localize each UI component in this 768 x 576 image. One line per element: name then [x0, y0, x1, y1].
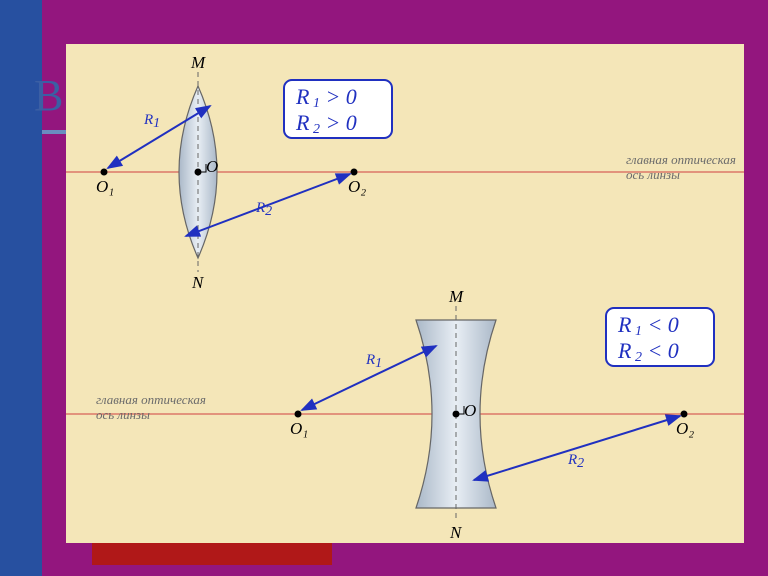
point-O1-top: [101, 169, 108, 176]
label-R1-bot: R1: [365, 352, 382, 371]
label-O-top: O: [206, 157, 218, 176]
label-O2-top: O₂: [348, 177, 366, 196]
label-R1-top: R1: [143, 112, 160, 131]
axis-label-top-2: ось линзы: [626, 167, 680, 182]
slide-title: В: [34, 70, 63, 121]
formula-bot-line2: R 2 < 0: [617, 338, 679, 365]
formula-top-line2: R 2 > 0: [295, 110, 357, 137]
formula-bot-line1: R 1 < 0: [617, 312, 679, 339]
label-M-bot: M: [448, 287, 464, 306]
label-N-bot: N: [449, 523, 463, 542]
point-O2-top: [351, 169, 358, 176]
axis-label-bot-2: ось линзы: [96, 407, 150, 422]
point-O-top: [195, 169, 202, 176]
label-O1-bot: O₁: [290, 419, 308, 438]
label-M-top: M: [190, 53, 206, 72]
axis-label-bot-1: главная оптическая: [96, 392, 206, 407]
slide: В главная оптическая о: [0, 0, 768, 576]
label-R2-top: R2: [255, 200, 272, 219]
label-O-bot: O: [464, 401, 476, 420]
label-R2-bot: R2: [567, 452, 584, 471]
label-N-top: N: [191, 273, 205, 292]
formula-top-line1: R 1 > 0: [295, 84, 357, 111]
axis-label-top-1: главная оптическая: [626, 152, 736, 167]
label-O1-top: O₁: [96, 177, 114, 196]
point-O1-bot: [295, 411, 302, 418]
label-O2-bot: O₂: [676, 419, 694, 438]
optics-svg: главная оптическая ось линзы O₁ O O₂ M N…: [66, 44, 744, 543]
point-O2-bot: [681, 411, 688, 418]
optics-figure: главная оптическая ось линзы O₁ O O₂ M N…: [66, 44, 744, 543]
point-O-bot: [453, 411, 460, 418]
